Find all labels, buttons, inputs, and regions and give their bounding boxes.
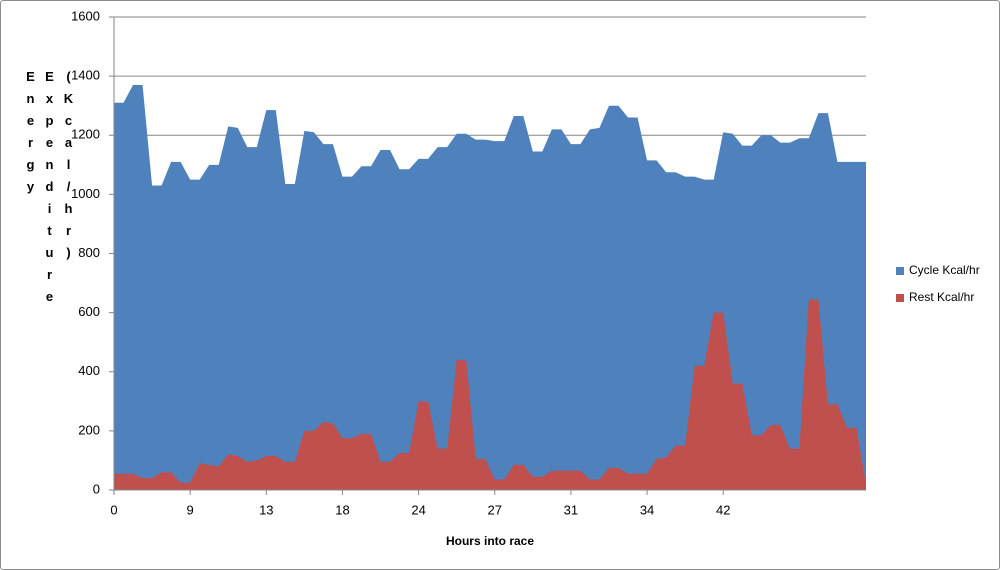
x-tick-label: 34: [640, 502, 654, 517]
x-tick-label: 13: [259, 502, 273, 517]
x-tick-label: 18: [335, 502, 349, 517]
x-tick-label: 42: [716, 502, 730, 517]
x-axis-title: Hours into race: [446, 534, 534, 548]
legend-label: Cycle Kcal/hr: [909, 263, 980, 277]
x-tick-label: 0: [110, 502, 117, 517]
y-tick-label: 200: [78, 422, 100, 437]
x-tick-label: 31: [564, 502, 578, 517]
x-tick-label: 24: [411, 502, 425, 517]
legend-swatch: [896, 267, 904, 275]
y-tick-label: 0: [93, 481, 100, 496]
y-tick-label: 1400: [71, 68, 100, 83]
x-tick-label: 9: [187, 502, 194, 517]
y-tick-label: 800: [78, 245, 100, 260]
y-tick-label: 1200: [71, 127, 100, 142]
y-tick-label: 1600: [71, 8, 100, 23]
legend-swatch: [896, 294, 904, 302]
area: [114, 84, 866, 491]
y-tick-label: 600: [78, 304, 100, 319]
legend-label: Rest Kcal/hr: [909, 290, 974, 304]
y-tick-label: 1000: [71, 186, 100, 201]
x-tick-label: 27: [488, 502, 502, 517]
y-tick-label: 400: [78, 363, 100, 378]
y-axis-title: Energy Expenditure (Kcal/hr): [23, 69, 76, 311]
area: [114, 299, 866, 490]
